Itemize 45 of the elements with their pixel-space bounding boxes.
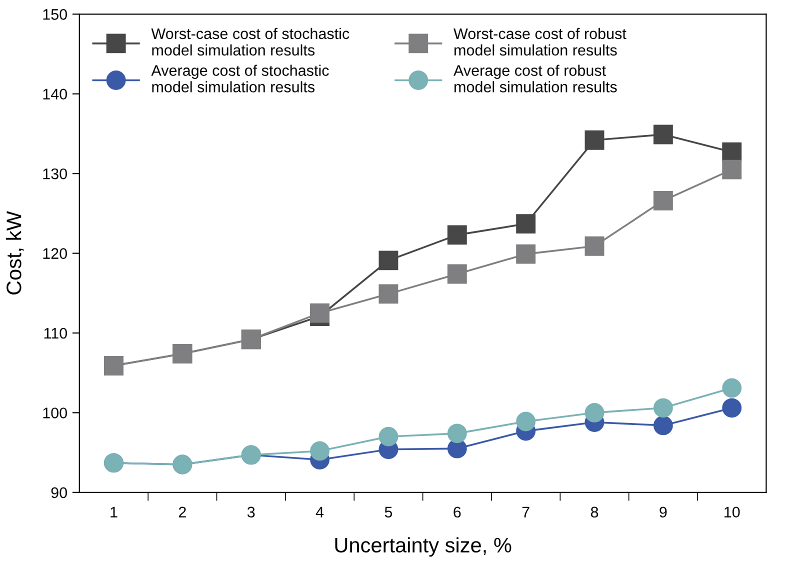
legend-label: Average cost of stochastic model simulation results [151, 64, 329, 92]
point [447, 424, 467, 444]
x-tick-label: 3 [247, 506, 255, 518]
legend-label: Worst-case cost of robust model simulation results [454, 28, 626, 56]
point [310, 303, 330, 323]
legend-label: Worst-case cost of stochastic model simulation results [151, 28, 350, 56]
point [516, 214, 536, 234]
legend-label: Average cost of robust model simulation results [454, 64, 617, 92]
x-tick-label: 2 [178, 506, 186, 518]
y-tick-label: 130 [43, 168, 67, 180]
x-tick-label: 5 [384, 506, 392, 518]
point [722, 142, 742, 162]
point [447, 264, 467, 284]
y-axis-title: Cost, kW [6, 211, 24, 294]
x-tick-label: 7 [522, 506, 530, 518]
x-tick-label: 10 [724, 506, 740, 518]
y-tick-label: 140 [43, 88, 67, 100]
x-tick-label: 6 [454, 506, 461, 518]
y-tick-label: 120 [43, 248, 67, 259]
point [516, 244, 536, 264]
point [653, 416, 673, 436]
point [653, 124, 673, 144]
x-tick-label: 1 [110, 506, 118, 518]
y-tick-label: 150 [43, 9, 67, 20]
point [378, 426, 398, 446]
point [722, 378, 742, 398]
y-tick-label: 110 [44, 328, 67, 339]
point [584, 236, 604, 256]
x-axis-title: Uncertainty size, % [335, 537, 512, 557]
point [722, 398, 742, 418]
y-tick-label: 90 [51, 487, 67, 498]
x-tick-label: 8 [590, 506, 598, 518]
x-tick-label: 4 [316, 506, 324, 518]
point [584, 130, 604, 150]
point [378, 284, 398, 304]
point [653, 190, 673, 210]
point [378, 250, 398, 270]
point [310, 441, 330, 461]
point [722, 160, 742, 180]
point [584, 402, 604, 422]
point [653, 398, 673, 418]
x-tick-label: 9 [660, 506, 667, 518]
y-tick-label: 100 [43, 408, 67, 418]
point [516, 412, 536, 432]
point [447, 225, 467, 245]
